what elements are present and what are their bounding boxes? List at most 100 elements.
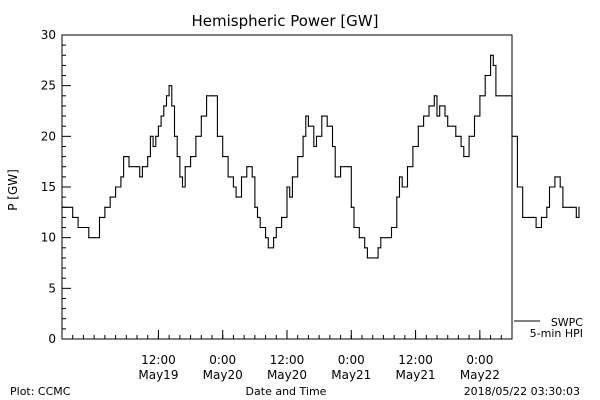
x-tick-date-label: May20 bbox=[267, 368, 307, 382]
data-point bbox=[326, 125, 328, 127]
data-point bbox=[578, 206, 580, 208]
data-point bbox=[267, 247, 269, 249]
data-point bbox=[522, 216, 524, 218]
data-point bbox=[85, 226, 87, 229]
data-point bbox=[315, 135, 318, 137]
data-point bbox=[401, 186, 403, 188]
data-point bbox=[546, 206, 548, 208]
data-point bbox=[211, 95, 213, 97]
data-point bbox=[173, 135, 176, 137]
data-point bbox=[227, 176, 229, 178]
data-point bbox=[128, 166, 130, 168]
data-point bbox=[506, 95, 508, 97]
data-point bbox=[206, 95, 208, 97]
y-tick-label: 0 bbox=[48, 332, 56, 346]
data-point bbox=[348, 166, 350, 168]
data-point bbox=[364, 247, 366, 249]
data-point bbox=[423, 115, 425, 117]
data-point bbox=[334, 176, 336, 178]
data-point bbox=[516, 186, 518, 188]
data-point bbox=[297, 156, 299, 158]
data-point bbox=[141, 166, 143, 168]
data-point bbox=[66, 206, 68, 208]
data-point bbox=[77, 226, 79, 229]
y-tick-label: 25 bbox=[41, 79, 56, 93]
data-point bbox=[447, 125, 449, 127]
y-tick-label: 5 bbox=[48, 281, 56, 295]
y-tick-label: 15 bbox=[41, 180, 56, 194]
data-point bbox=[136, 166, 138, 168]
data-point bbox=[281, 216, 283, 218]
data-point bbox=[455, 135, 457, 137]
data-point bbox=[168, 85, 170, 87]
data-point bbox=[548, 186, 551, 188]
data-point bbox=[275, 226, 277, 229]
data-point bbox=[473, 115, 476, 117]
data-point bbox=[444, 115, 446, 117]
data-point bbox=[179, 176, 181, 178]
data-point bbox=[181, 186, 184, 188]
data-point bbox=[428, 105, 430, 107]
data-point bbox=[559, 186, 561, 188]
data-point bbox=[120, 176, 122, 178]
data-point bbox=[366, 257, 368, 259]
data-point bbox=[396, 196, 398, 198]
data-point bbox=[171, 105, 173, 107]
data-point bbox=[88, 237, 90, 239]
data-point bbox=[307, 125, 310, 127]
data-point bbox=[184, 166, 186, 168]
data-point bbox=[436, 115, 438, 117]
data-point bbox=[114, 186, 117, 188]
data-point bbox=[479, 95, 481, 97]
x-tick-date-label: May20 bbox=[203, 368, 243, 382]
data-point bbox=[149, 135, 151, 137]
x-tick-time-label: 0:00 bbox=[209, 353, 236, 367]
data-point bbox=[291, 176, 293, 178]
legend-label-swpc: SWPC bbox=[551, 316, 583, 329]
data-point bbox=[176, 156, 178, 158]
x-tick-date-label: May19 bbox=[138, 368, 178, 382]
data-point bbox=[358, 237, 360, 239]
data-point bbox=[232, 186, 235, 188]
data-point bbox=[575, 216, 577, 218]
data-point bbox=[484, 74, 486, 77]
data-point bbox=[189, 156, 192, 158]
data-point bbox=[460, 145, 462, 148]
x-tick-date-label: May22 bbox=[460, 368, 500, 382]
y-tick-label: 10 bbox=[41, 231, 56, 245]
data-point bbox=[302, 135, 304, 137]
data-point bbox=[152, 145, 154, 148]
data-point bbox=[495, 95, 497, 97]
x-tick-time-label: 0:00 bbox=[466, 353, 493, 367]
data-point bbox=[535, 226, 537, 229]
data-point bbox=[331, 145, 334, 148]
data-point bbox=[61, 206, 63, 208]
x-tick-date-label: May21 bbox=[331, 368, 371, 382]
x-tick-time-label: 12:00 bbox=[141, 353, 176, 367]
data-point bbox=[93, 237, 95, 239]
data-point bbox=[380, 237, 382, 239]
data-point bbox=[235, 196, 237, 198]
data-point bbox=[222, 156, 224, 158]
data-point bbox=[256, 216, 259, 218]
data-point bbox=[264, 237, 267, 239]
data-point bbox=[554, 176, 556, 178]
data-point bbox=[104, 206, 106, 208]
data-point bbox=[398, 176, 401, 178]
data-point bbox=[532, 216, 535, 218]
plot-credit: Plot: CCMC bbox=[10, 385, 71, 398]
data-point bbox=[254, 206, 256, 208]
data-point bbox=[377, 247, 379, 249]
axis-ticks: 05101520253012:00May190:00May2012:00May2… bbox=[41, 28, 513, 382]
data-point bbox=[439, 105, 441, 107]
data-point bbox=[433, 95, 435, 97]
data-point bbox=[305, 115, 307, 117]
data-point bbox=[570, 206, 572, 208]
data-point bbox=[350, 206, 352, 208]
y-tick-label: 20 bbox=[41, 129, 56, 143]
data-point bbox=[216, 135, 218, 137]
data-point bbox=[289, 196, 291, 198]
data-point bbox=[160, 115, 162, 117]
